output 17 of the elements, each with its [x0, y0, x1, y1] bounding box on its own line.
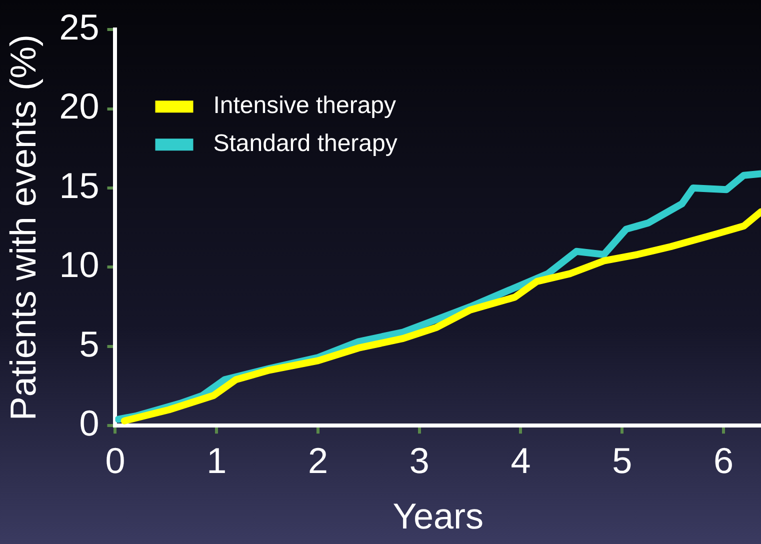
y-tick-label: 15 [59, 164, 100, 206]
x-tick-label: 1 [206, 440, 227, 482]
y-tick-label: 20 [59, 86, 100, 127]
x-tick-label: 6 [713, 440, 734, 482]
x-tick-label: 4 [510, 440, 531, 482]
y-axis-title: Patients with events (%) [2, 34, 44, 421]
x-tick-label: 0 [105, 440, 126, 482]
y-tick-label: 5 [79, 323, 100, 364]
x-tick-label: 3 [409, 440, 430, 482]
x-tick-label: 5 [612, 440, 632, 482]
legend-label: Standard therapy [213, 130, 398, 158]
y-tick-label: 25 [59, 6, 100, 48]
y-tick-label: 0 [79, 402, 100, 444]
legend-label: Intensive therapy [213, 92, 396, 120]
y-tick-label: 10 [59, 244, 100, 286]
x-axis-title: Years [392, 495, 484, 536]
x-tick-label: 2 [308, 440, 328, 482]
